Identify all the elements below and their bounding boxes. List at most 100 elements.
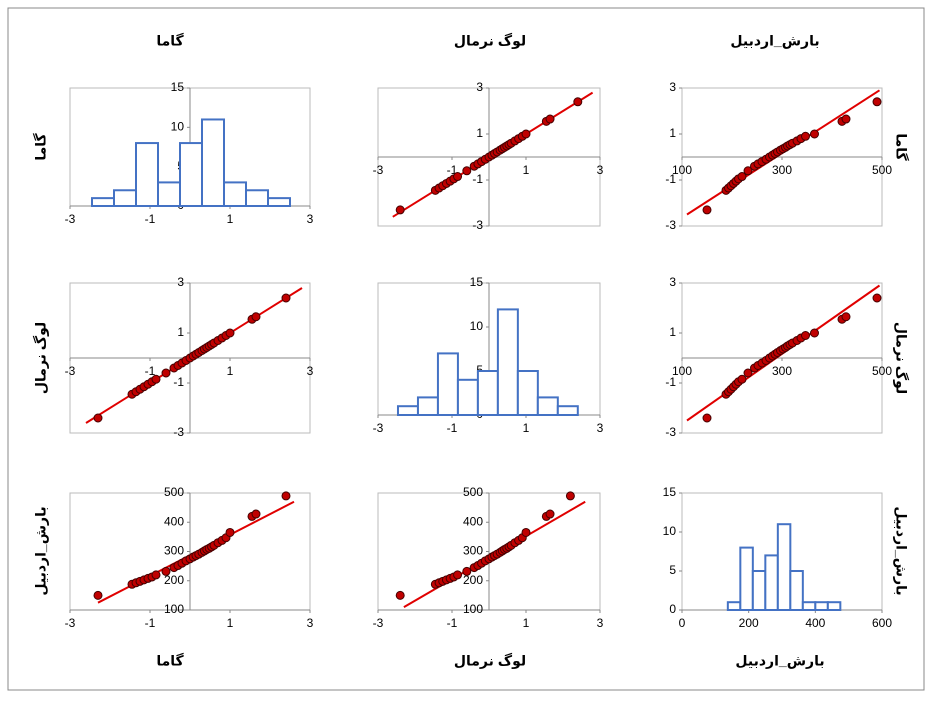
histogram-bar <box>396 405 419 417</box>
histogram-bar <box>245 189 269 207</box>
point <box>702 205 712 215</box>
x-tick-label: 1 <box>227 212 234 226</box>
point <box>841 312 851 322</box>
y-tick-label: 100 <box>463 602 483 616</box>
y-tick-label: -3 <box>665 218 676 232</box>
x-tick-label: 3 <box>597 421 604 435</box>
point <box>281 491 291 501</box>
point <box>872 97 882 107</box>
row-label: بارش_اردبیل <box>33 506 49 595</box>
x-tick-label: 100 <box>672 364 692 378</box>
point <box>810 129 819 139</box>
plot: -3 -1 1 3 -3 -1 1 3 <box>65 275 314 439</box>
histogram-bar <box>135 142 159 207</box>
y-tick-label: 15 <box>470 275 484 289</box>
point <box>737 374 747 384</box>
point <box>453 570 463 580</box>
histogram-bar <box>223 181 247 207</box>
plot: -3 -1 1 3 100 200 300 400 500 <box>373 485 604 630</box>
y-tick-label: 10 <box>470 319 484 333</box>
histogram-bar <box>556 405 579 417</box>
y-tick-label: 15 <box>663 485 677 499</box>
y-tick-label: -1 <box>665 172 676 186</box>
point <box>251 312 261 322</box>
column-label: بارش_اردبیل <box>735 653 824 669</box>
x-tick-label: 100 <box>672 163 692 177</box>
point <box>151 570 161 580</box>
y-tick-label: 3 <box>177 275 184 289</box>
y-tick-label: 100 <box>164 602 184 616</box>
plot: 100 300 500 -3 -1 1 3 <box>665 275 892 439</box>
frame <box>7 7 925 691</box>
histogram-bar <box>826 601 842 612</box>
y-tick-label: -3 <box>472 218 483 232</box>
x-tick-label: 1 <box>227 616 234 630</box>
histogram-bar <box>801 601 817 612</box>
point <box>801 331 810 340</box>
x-tick-label: 3 <box>307 616 314 630</box>
x-tick-label: 1 <box>227 364 234 378</box>
plot: -3-113051015 <box>373 275 604 435</box>
y-tick-label: 10 <box>663 524 677 538</box>
point <box>395 590 405 600</box>
x-tick-label: -1 <box>145 364 156 378</box>
point <box>872 293 882 303</box>
x-tick-label: 600 <box>872 616 892 630</box>
column-label: لوگ نرمال <box>454 33 526 50</box>
histogram-bar <box>113 189 137 207</box>
x-tick-label: 500 <box>872 364 892 378</box>
row-label: گاما <box>893 133 909 161</box>
point <box>810 328 819 338</box>
x-tick-label: -1 <box>145 212 156 226</box>
histogram-bar <box>179 142 203 207</box>
plot: -3 -1 1 3 100 200 300 400 500 <box>65 485 314 630</box>
x-tick-label: -3 <box>65 212 76 226</box>
plot: 0 200 400 600 0 5 10 15 <box>663 485 893 630</box>
point <box>521 527 531 537</box>
x-tick-label: 300 <box>772 364 792 378</box>
point <box>841 114 851 124</box>
point <box>521 129 531 139</box>
x-tick-label: 3 <box>307 364 314 378</box>
plot: 100 300 500 -3 -1 1 3 <box>665 80 892 232</box>
point <box>462 566 472 576</box>
y-tick-label: 1 <box>476 126 483 140</box>
point <box>801 131 810 141</box>
point <box>545 509 555 519</box>
point <box>225 527 235 537</box>
point <box>565 491 575 501</box>
y-tick-label: 200 <box>164 573 184 587</box>
y-tick-label: 3 <box>669 275 676 289</box>
x-tick-label: -3 <box>373 421 384 435</box>
histogram-bar <box>201 118 225 207</box>
x-tick-label: 1 <box>523 421 530 435</box>
x-tick-label: 0 <box>679 616 686 630</box>
x-tick-label: 1 <box>523 616 530 630</box>
point <box>462 166 472 176</box>
point <box>251 509 261 519</box>
y-tick-label: -3 <box>173 425 184 439</box>
x-tick-label: -1 <box>447 616 458 630</box>
histogram-bar <box>416 396 439 416</box>
histogram-bar <box>456 378 479 416</box>
plot: -3-113051015 <box>65 80 314 226</box>
y-tick-label: 300 <box>463 544 483 558</box>
x-tick-label: 200 <box>739 616 759 630</box>
x-tick-label: -3 <box>373 616 384 630</box>
histogram-bar <box>789 570 804 611</box>
histogram-bar <box>267 197 291 207</box>
histogram-bar <box>516 370 539 416</box>
y-tick-label: -1 <box>472 172 483 186</box>
y-tick-label: 3 <box>669 80 676 94</box>
x-tick-label: 400 <box>805 616 825 630</box>
y-tick-label: -1 <box>665 375 676 389</box>
x-tick-label: -1 <box>447 421 458 435</box>
point <box>151 374 161 384</box>
point <box>737 172 747 182</box>
histogram-bar <box>476 370 499 416</box>
x-tick-label: -1 <box>447 163 458 177</box>
y-tick-label: 5 <box>669 563 676 577</box>
histogram-bar <box>157 181 181 207</box>
x-tick-label: -3 <box>65 364 76 378</box>
